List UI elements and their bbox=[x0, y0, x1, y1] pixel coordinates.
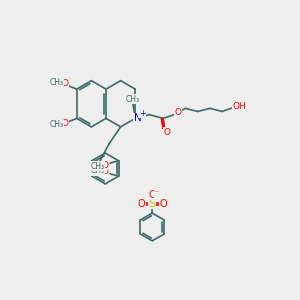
Text: CH₃: CH₃ bbox=[91, 166, 105, 175]
Text: O: O bbox=[163, 128, 170, 137]
Text: O: O bbox=[159, 199, 167, 209]
Text: CH₃: CH₃ bbox=[91, 162, 105, 171]
Text: O: O bbox=[102, 161, 109, 170]
Text: +: + bbox=[139, 109, 146, 118]
Text: O: O bbox=[62, 119, 69, 128]
Text: CH₃: CH₃ bbox=[126, 94, 140, 103]
Text: O: O bbox=[148, 190, 156, 200]
Text: ⁻: ⁻ bbox=[154, 189, 158, 198]
Text: S: S bbox=[148, 199, 156, 209]
Text: O: O bbox=[102, 167, 109, 176]
Text: CH₃: CH₃ bbox=[50, 79, 64, 88]
Text: O: O bbox=[174, 108, 181, 117]
Text: O: O bbox=[62, 79, 69, 88]
Text: O: O bbox=[138, 199, 145, 209]
Text: OH: OH bbox=[232, 102, 246, 111]
Text: CH₃: CH₃ bbox=[50, 120, 64, 129]
Text: N: N bbox=[134, 113, 142, 123]
